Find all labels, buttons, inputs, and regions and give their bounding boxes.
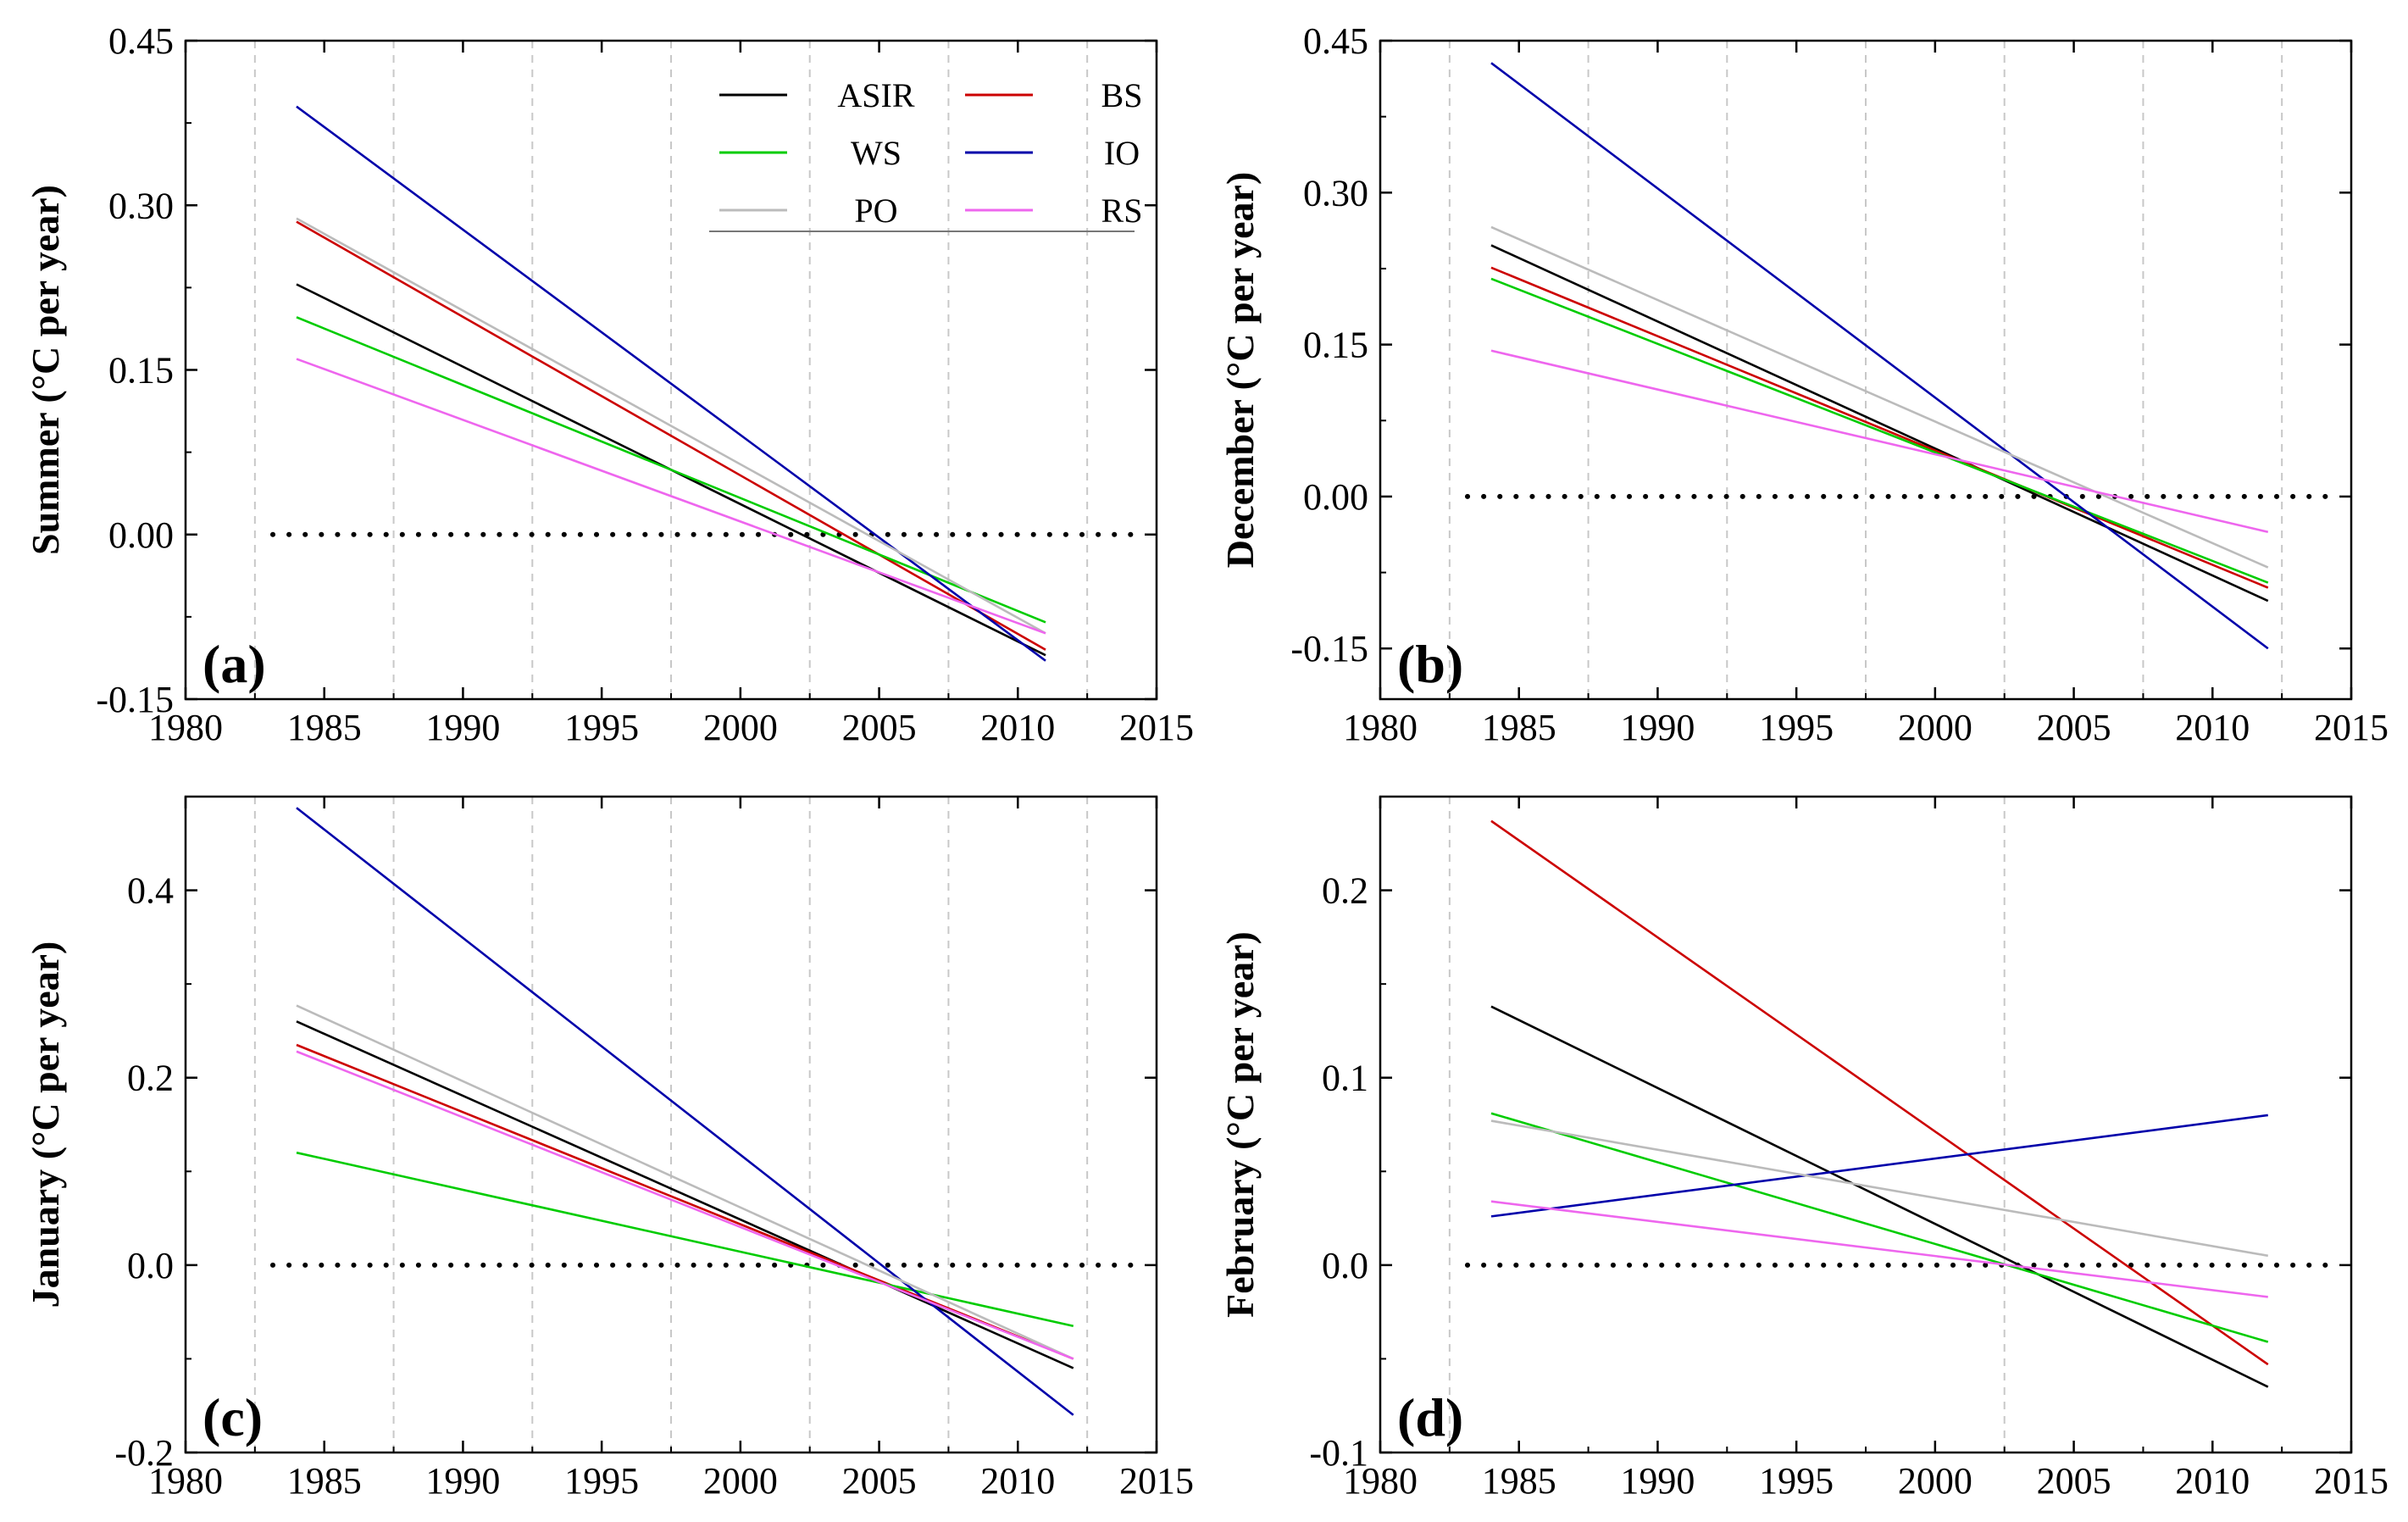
x-tick-label: 2000 <box>703 707 778 748</box>
series-line-io <box>1490 1114 2268 1218</box>
series-line-bs <box>296 220 1046 651</box>
x-tick-label: 1990 <box>1620 707 1695 748</box>
series-line-rs <box>1490 349 2269 534</box>
x-tick-label: 2015 <box>2314 707 2389 748</box>
y-axis-title: February (°C per year) <box>1218 931 1262 1318</box>
series-line-asir <box>1490 244 2269 603</box>
x-tick-label: 2015 <box>1119 707 1194 748</box>
y-tick-label: 0.4 <box>127 870 174 912</box>
panel-4: 1980 1985 1990 1995 2000 2005 2010 2015 -0.1 0.0 0… <box>1218 795 2389 1502</box>
x-tick-label: 2000 <box>1898 1460 1972 1502</box>
y-axis-title: December (°C per year) <box>1218 172 1262 569</box>
series-line-ws <box>1490 277 2269 584</box>
x-tick-label: 2010 <box>2175 707 2250 748</box>
legend-label-po: PO <box>854 192 897 230</box>
series-line-rs <box>296 1050 1074 1360</box>
panel-label: (b) <box>1397 634 1463 694</box>
x-tick-label: 1990 <box>425 1460 500 1502</box>
y-tick-label: -0.15 <box>1290 628 1368 669</box>
y-tick-label: 0.15 <box>1303 325 1368 366</box>
series-line-po <box>296 1004 1074 1360</box>
legend-label-rs: RS <box>1101 192 1143 230</box>
y-tick-label: 0.00 <box>1303 476 1368 518</box>
series-line-bs <box>1490 819 2269 1366</box>
y-tick-label: 0.0 <box>127 1245 174 1286</box>
series-line-rs <box>296 358 1046 635</box>
y-tick-label: 0.45 <box>108 20 174 62</box>
series-line-ws <box>296 316 1046 624</box>
x-tick-label: 2005 <box>2037 1460 2111 1502</box>
panel-label: (d) <box>1397 1387 1463 1447</box>
plot-frame <box>184 795 1158 1454</box>
x-tick-label: 2005 <box>842 707 917 748</box>
x-tick-label: 1995 <box>564 707 639 748</box>
legend-label-asir: ASIR <box>837 76 914 114</box>
series-line-ws <box>1490 1112 2269 1343</box>
x-tick-label: 2005 <box>842 1460 917 1502</box>
x-tick-label: 1985 <box>1482 707 1556 748</box>
series-line-io <box>1490 62 2269 650</box>
x-tick-label: 1985 <box>1482 1460 1556 1502</box>
x-tick-label: 2000 <box>1898 707 1972 748</box>
y-tick-label: 0.00 <box>108 514 174 556</box>
y-tick-label: -0.15 <box>96 679 174 720</box>
x-tick-label: 1985 <box>287 707 362 748</box>
x-tick-label: 1990 <box>1620 1460 1695 1502</box>
plot-frame <box>184 39 1158 701</box>
x-tick-label: 1980 <box>148 1460 223 1502</box>
y-tick-label: 0.1 <box>1322 1058 1368 1099</box>
x-tick-label: 2015 <box>1119 1460 1194 1502</box>
series-line-bs <box>1490 266 2269 589</box>
panel-3: 1980 1985 1990 1995 2000 2005 2010 2015 -0.2 0.0 0… <box>24 795 1194 1502</box>
series-line-io <box>296 105 1046 662</box>
series-line-rs <box>1490 1200 2268 1298</box>
series-line-asir <box>1490 1005 2269 1388</box>
y-axis-title: Summer (°C per year) <box>24 185 67 555</box>
panel-label: (c) <box>203 1387 263 1447</box>
x-tick-label: 1995 <box>1759 1460 1834 1502</box>
legend: ASIR BS WS IO PO RS <box>709 76 1143 232</box>
series-line-po <box>1490 1119 2268 1258</box>
series-line-asir <box>296 1020 1074 1369</box>
x-tick-label: 2005 <box>2037 707 2111 748</box>
x-tick-label: 1985 <box>287 1460 362 1502</box>
y-tick-label: 0.2 <box>1322 870 1368 912</box>
y-tick-label: 0.30 <box>108 185 174 226</box>
series-line-po <box>1490 225 2269 569</box>
x-tick-label: 2010 <box>980 707 1055 748</box>
x-tick-label: 1990 <box>425 707 500 748</box>
x-tick-label: 1995 <box>1759 707 1834 748</box>
x-tick-label: 1995 <box>564 1460 639 1502</box>
panel-label: (a) <box>203 634 266 694</box>
y-tick-label: -0.1 <box>1309 1432 1368 1474</box>
panel-1: 1980 1985 1990 1995 2000 2005 2010 2015 -0.15 0.0… <box>24 20 1194 748</box>
panel-2: 1980 1985 1990 1995 2000 2005 2010 2015 -0.15 0.0… <box>1218 20 2389 748</box>
series-line-po <box>296 217 1046 635</box>
y-tick-label: 0.2 <box>127 1058 174 1099</box>
legend-label-ws: WS <box>851 134 902 172</box>
x-tick-label: 2010 <box>2175 1460 2250 1502</box>
x-tick-label: 1980 <box>1343 1460 1418 1502</box>
y-tick-label: 0.0 <box>1322 1245 1368 1286</box>
legend-label-bs: BS <box>1101 76 1143 114</box>
y-tick-label: 0.15 <box>108 350 174 392</box>
x-tick-label: 1980 <box>148 707 223 748</box>
x-tick-label: 2015 <box>2314 1460 2389 1502</box>
x-tick-label: 1980 <box>1343 707 1418 748</box>
legend-label-io: IO <box>1104 134 1140 172</box>
y-tick-label: 0.30 <box>1303 172 1368 214</box>
x-tick-label: 2010 <box>980 1460 1055 1502</box>
y-axis-title: January (°C per year) <box>24 942 67 1308</box>
y-tick-label: 0.45 <box>1303 20 1368 62</box>
series-line-ws <box>296 1151 1074 1327</box>
y-tick-label: -0.2 <box>114 1432 174 1474</box>
series-line-io <box>296 807 1074 1416</box>
x-tick-label: 2000 <box>703 1460 778 1502</box>
